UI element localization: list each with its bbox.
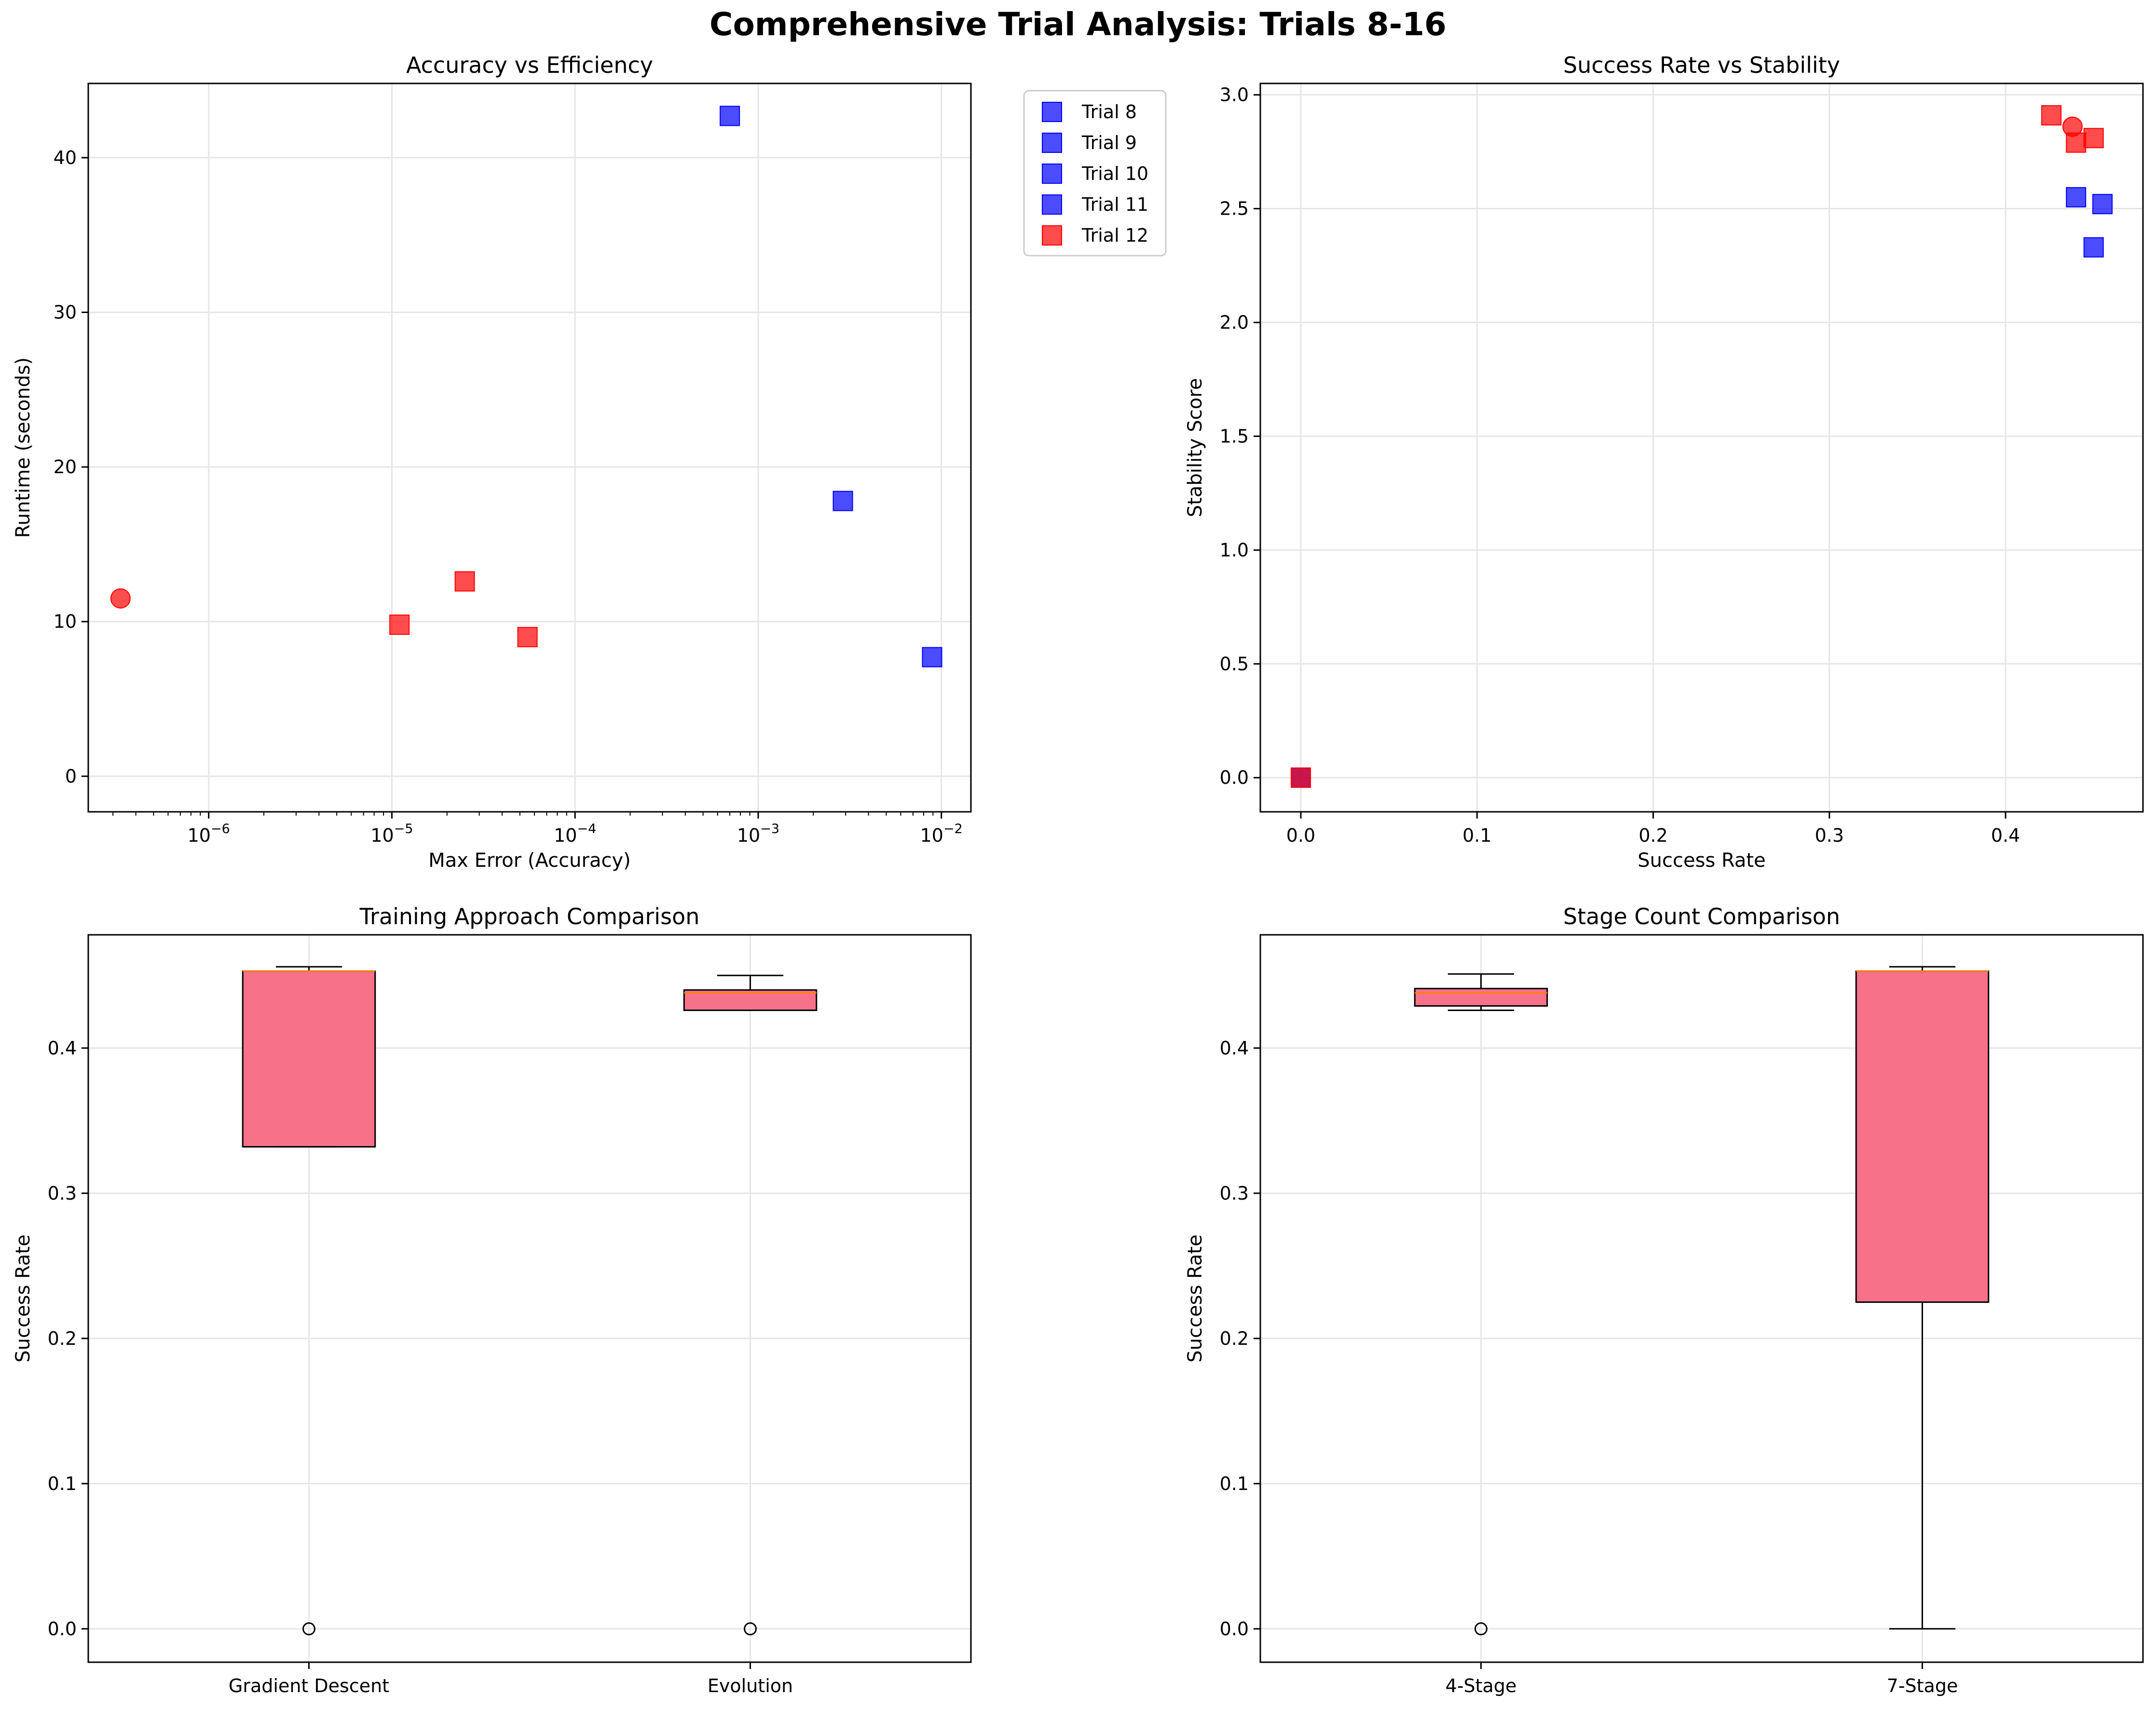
x-tick-label: 10−5: [370, 821, 413, 846]
y-tick-label: 3.0: [1220, 84, 1249, 106]
x-tick-label: Evolution: [708, 1675, 793, 1696]
x-axis-label: Success Rate: [1637, 849, 1765, 872]
x-tick-label: 7-Stage: [1887, 1675, 1958, 1696]
x-tick-label: Gradient Descent: [229, 1675, 389, 1696]
legend-label: Trial 8: [1081, 101, 1137, 123]
scatter-point: [2083, 128, 2104, 149]
y-tick-label: 0.1: [1220, 1473, 1249, 1494]
y-axis-label: Success Rate: [12, 1234, 34, 1362]
y-tick-label: 0.2: [1220, 1328, 1249, 1349]
legend-marker: [1042, 133, 1062, 153]
legend-marker: [1042, 102, 1062, 122]
x-axis-label: Max Error (Accuracy): [428, 849, 630, 872]
axes-frame: [87, 934, 972, 1663]
y-tick-label: 0: [65, 766, 77, 787]
figure-title: Comprehensive Trial Analysis: Trials 8-1…: [710, 6, 1446, 43]
y-tick-label: 0.2: [48, 1328, 77, 1349]
box-body: [1855, 970, 1990, 1303]
x-tick-label: 4-Stage: [1446, 1675, 1517, 1696]
scatter-point: [2066, 132, 2087, 153]
y-tick-label: 0.5: [1220, 653, 1249, 674]
legend-label: Trial 11: [1081, 194, 1148, 215]
legend-marker: [1042, 194, 1062, 215]
y-tick-label: 1.5: [1220, 425, 1249, 447]
axes-frame: [1259, 934, 2144, 1663]
y-tick-label: 2.0: [1220, 312, 1249, 333]
y-tick-label: 1.0: [1220, 539, 1249, 561]
x-tick-label: 10−3: [737, 821, 779, 846]
y-axis-label: Success Rate: [1184, 1234, 1206, 1362]
scatter-point: [2083, 237, 2104, 258]
y-tick-label: 30: [54, 301, 77, 323]
box-flier: [302, 1622, 315, 1636]
scatter-point: [832, 491, 853, 511]
scatter-point: [720, 106, 740, 126]
box-body: [1414, 987, 1548, 1007]
y-tick-label: 2.5: [1220, 198, 1249, 219]
axes-frame: [1259, 82, 2144, 813]
x-tick-label: 10−4: [554, 821, 596, 846]
scatter-point: [2066, 187, 2087, 207]
legend-label: Trial 10: [1081, 163, 1148, 184]
legend-label: Trial 9: [1081, 132, 1137, 153]
y-axis-label: Stability Score: [1184, 378, 1206, 517]
box-flier: [1474, 1622, 1487, 1636]
y-tick-label: 0.4: [1220, 1038, 1249, 1059]
box-body: [242, 970, 376, 1148]
y-tick-label: 0.1: [48, 1473, 77, 1494]
y-tick-label: 0.0: [48, 1618, 77, 1640]
x-tick-label: 0.4: [1991, 825, 2020, 846]
panel-title-4: Stage Count Comparison: [1563, 903, 1840, 930]
x-tick-label: 0.0: [1286, 825, 1315, 846]
panel-title-2: Success Rate vs Stability: [1563, 52, 1840, 78]
y-tick-label: 0.0: [1220, 1618, 1249, 1640]
legend-label: Trial 12: [1081, 225, 1148, 246]
scatter-point: [2041, 105, 2062, 126]
y-tick-label: 10: [54, 611, 77, 632]
x-tick-label: 10−6: [188, 821, 230, 846]
panel-title-3: Training Approach Comparison: [359, 903, 700, 930]
scatter-point: [454, 571, 475, 592]
axes-frame: [87, 82, 972, 813]
x-tick-label: 0.2: [1638, 825, 1667, 846]
y-tick-label: 0.0: [1220, 767, 1249, 788]
scatter-point: [2092, 194, 2113, 215]
legend-marker: [1042, 164, 1062, 184]
y-tick-label: 0.4: [48, 1038, 77, 1059]
y-axis-label: Runtime (seconds): [12, 357, 34, 538]
scatter-point: [1291, 767, 1311, 788]
x-tick-label: 10−2: [920, 821, 963, 846]
y-tick-label: 0.3: [1220, 1183, 1249, 1204]
y-tick-label: 20: [54, 456, 77, 478]
y-tick-label: 40: [54, 147, 77, 168]
box-flier: [744, 1622, 757, 1636]
legend-marker: [1042, 225, 1062, 246]
scatter-point: [110, 588, 131, 609]
scatter-point: [517, 627, 538, 647]
scatter-point: [922, 647, 942, 668]
scatter-point: [389, 615, 410, 635]
panel-title-1: Accuracy vs Efficiency: [406, 52, 653, 78]
y-tick-label: 0.3: [48, 1183, 77, 1204]
x-tick-label: 0.3: [1815, 825, 1844, 846]
x-tick-label: 0.1: [1462, 825, 1491, 846]
